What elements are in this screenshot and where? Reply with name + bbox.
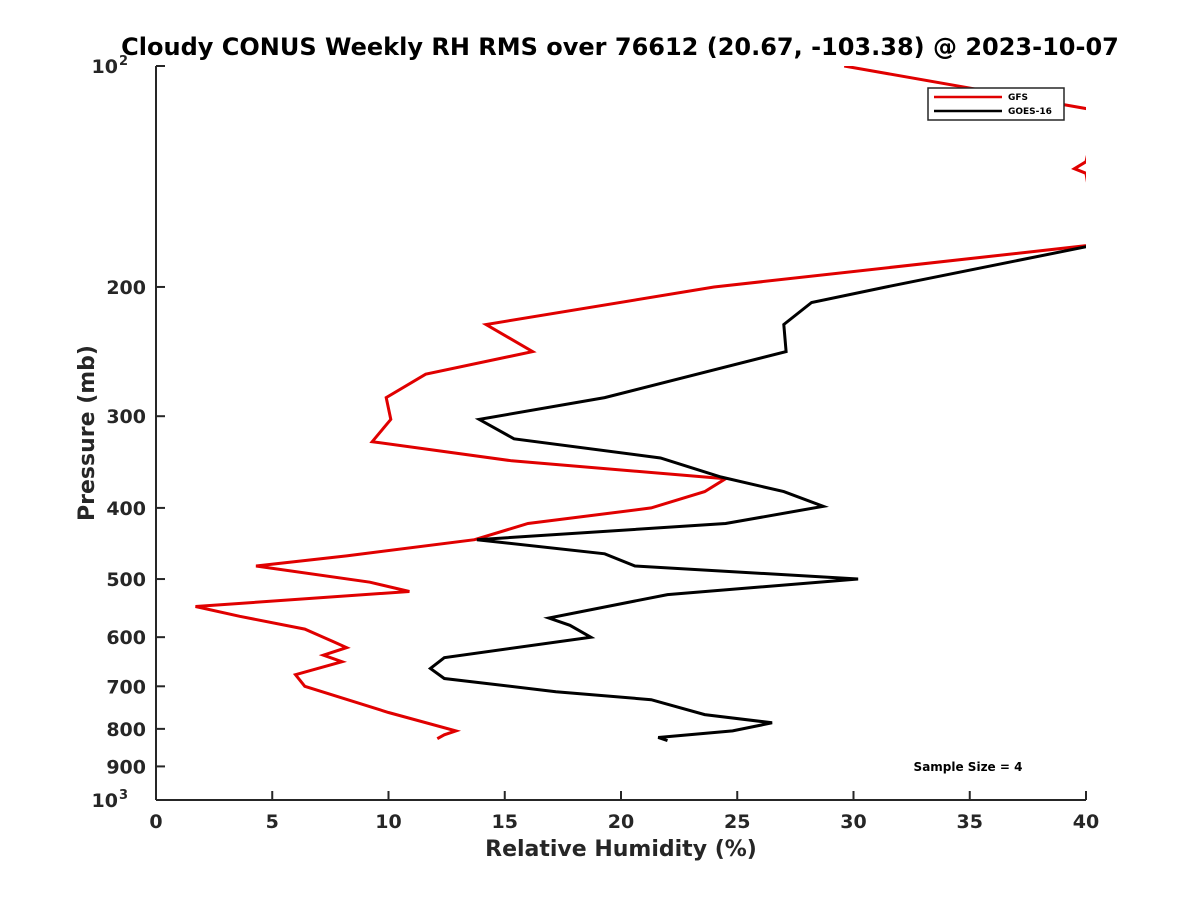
sample-size-annotation: Sample Size = 4 xyxy=(914,760,1023,774)
series-line-goes-16 xyxy=(427,245,1086,743)
x-tick-label: 15 xyxy=(492,811,518,833)
y-tick-label: 500 xyxy=(106,569,146,591)
legend: GFS GOES-16 xyxy=(927,87,1065,121)
y-tick-label: 700 xyxy=(106,676,146,698)
legend-box xyxy=(927,87,1065,121)
x-tick-label: 25 xyxy=(724,811,750,833)
x-axis-label: Relative Humidity (%) xyxy=(485,837,757,862)
x-tick-label: 30 xyxy=(840,811,866,833)
legend-label-goes-16: GOES-16 xyxy=(1008,107,1052,117)
y-tick-label: 300 xyxy=(106,406,146,428)
x-tick-label: 40 xyxy=(1073,811,1099,833)
y-tick-label-exponent: 2 xyxy=(119,54,128,69)
y-tick-label: 200 xyxy=(106,277,146,299)
y-tick-label: 10 2 xyxy=(92,54,129,78)
y-tick-label-exponent: 3 xyxy=(119,788,128,803)
y-tick-label: 800 xyxy=(106,719,146,741)
y-tick-label: 400 xyxy=(106,498,146,520)
x-tick-label: 20 xyxy=(608,811,634,833)
y-tick-label: 600 xyxy=(106,627,146,649)
x-tick-label: 5 xyxy=(266,811,279,833)
legend-label-gfs: GFS xyxy=(1008,93,1028,103)
y-tick-label-base: 10 xyxy=(92,790,118,812)
y-axis-label: Pressure (mb) xyxy=(75,345,100,521)
y-tick-label-base: 10 xyxy=(92,56,118,78)
y-tick-label: 900 xyxy=(106,756,146,778)
chart-title: Cloudy CONUS Weekly RH RMS over 76612 (2… xyxy=(121,33,1119,61)
x-tick-label: 0 xyxy=(149,811,162,833)
x-tick-label: 10 xyxy=(375,811,401,833)
y-tick-label: 10 3 xyxy=(92,788,129,812)
series-line-gfs xyxy=(195,66,1086,741)
x-tick-label: 35 xyxy=(957,811,983,833)
